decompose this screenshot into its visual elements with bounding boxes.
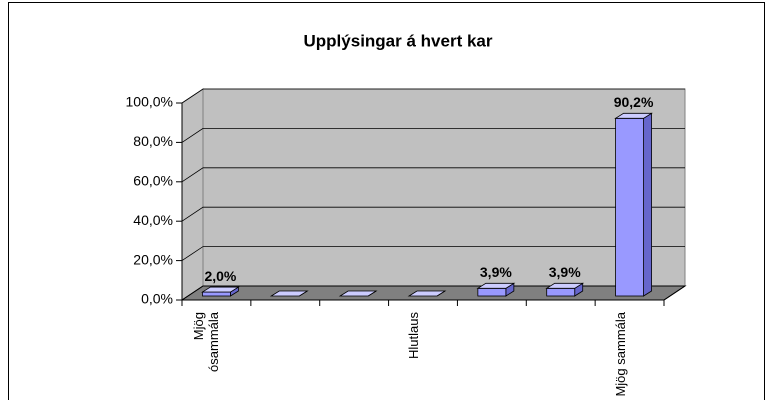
data-label: 3,9% [480, 264, 512, 280]
y-tick-label: 0,0% [141, 291, 173, 307]
bar-top [476, 282, 516, 289]
data-label: 2,0% [204, 268, 236, 284]
x-tick-label: Mjög ósammála [191, 312, 222, 372]
y-tick-label: 100,0% [126, 94, 173, 110]
bar-top [338, 290, 378, 297]
chart-title: Upplýsingar á hvert kar [304, 31, 493, 50]
bar-side [643, 112, 652, 297]
bar [615, 117, 644, 297]
x-tick-label: Hlutlaus [405, 312, 421, 359]
side-wall [181, 88, 204, 301]
y-tick-label: 60,0% [133, 173, 173, 189]
bar [546, 287, 576, 297]
bar [477, 287, 507, 297]
grid-line [181, 88, 685, 104]
data-label: 90,2% [614, 94, 654, 110]
y-tick-label: 80,0% [133, 133, 173, 149]
bar-top [407, 290, 447, 297]
grid-line [181, 206, 685, 222]
x-tick-label: Mjög sammála [612, 312, 628, 397]
back-wall [202, 88, 686, 287]
bar-top [545, 282, 585, 289]
bar [202, 291, 231, 297]
y-tick-label: 20,0% [133, 251, 173, 267]
grid-line [181, 246, 685, 261]
grid-line [181, 285, 685, 301]
y-tick-label: 40,0% [133, 212, 173, 228]
data-label: 3,9% [549, 264, 581, 280]
grid-line [181, 167, 685, 183]
bar-top [269, 290, 309, 297]
grid-line [181, 127, 685, 143]
x-axis-depth [663, 285, 686, 301]
bar-top [201, 286, 240, 293]
bar-top [614, 112, 653, 119]
